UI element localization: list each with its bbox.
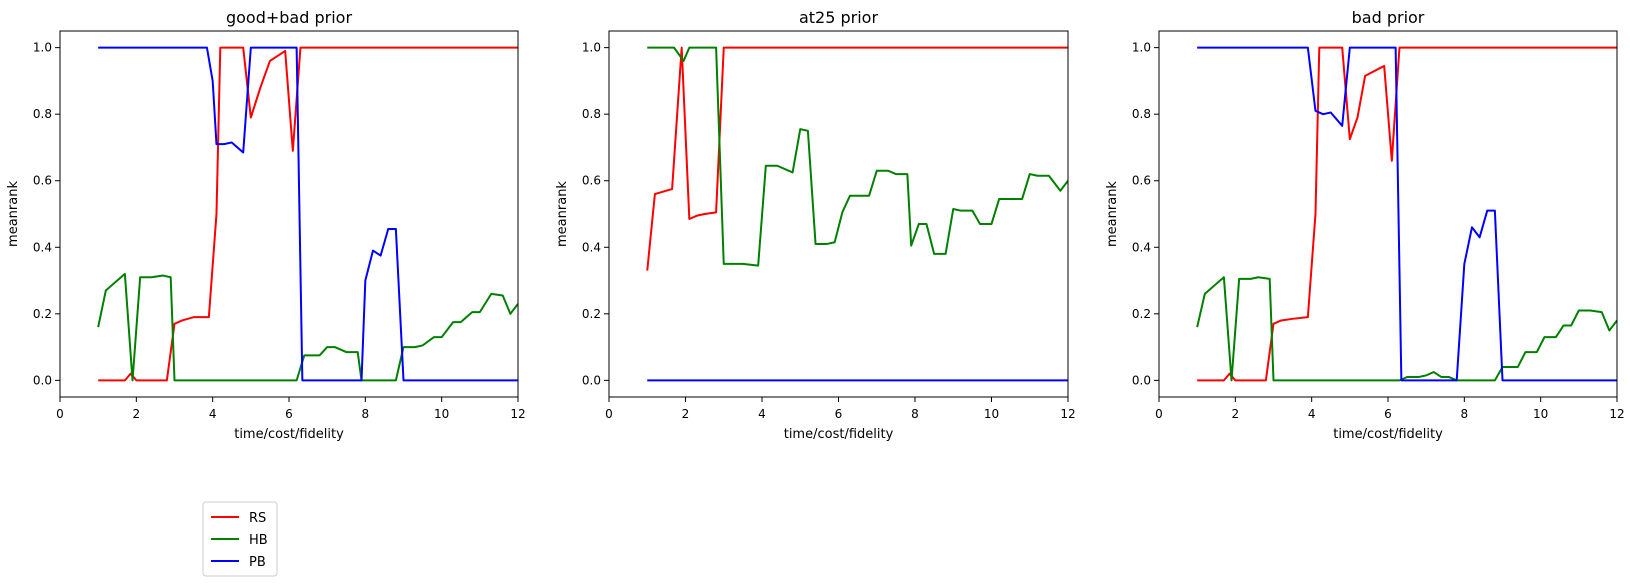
x-tick-label: 6 [1384,407,1392,421]
x-tick-label: 12 [1060,407,1075,421]
chart-title: good+bad prior [226,8,352,27]
y-tick-label: 0.0 [33,373,52,387]
x-tick-label: 12 [510,407,525,421]
series-line-rs [646,46,1068,271]
y-tick-label: 0.6 [1132,174,1151,188]
y-tick-label: 0.2 [33,307,52,321]
y-tick-label: 1.0 [1132,41,1151,55]
x-tick-label: 4 [209,407,217,421]
x-tick-label: 4 [1308,407,1316,421]
x-tick-label: 0 [1155,407,1163,421]
plot-frame [59,30,519,398]
x-tick-label: 2 [682,407,690,421]
x-tick-label: 6 [285,407,293,421]
x-tick-label: 2 [133,407,141,421]
chart-panel-1: 0 2 4 6 8 10 12 0.0 0.2 0.4 0.6 0.8 1.0 good+bad prio… [6,8,526,442]
y-tick-label: 0.2 [582,307,601,321]
plot-frame [608,30,1069,398]
series-line-rs [1197,46,1617,382]
chart-panel-2: 0 2 4 6 8 10 12 0.0 0.2 0.4 0.6 0.8 1.0 at25 prior tim… [555,8,1076,442]
x-tick-label: 10 [984,407,999,421]
x-tick-label: 8 [1461,407,1469,421]
y-tick-label: 0.4 [582,240,601,254]
y-tick-label: 0.0 [1132,373,1151,387]
x-tick-label: 2 [1232,407,1240,421]
legend-label-pb: PB [249,555,266,570]
x-tick-label: 0 [56,407,64,421]
series-line-rs [98,46,518,382]
chart-title: at25 prior [799,8,878,27]
legend-label-hb: HB [249,533,268,548]
y-tick-label: 0.6 [582,174,601,188]
x-tick-label: 10 [1533,407,1548,421]
x-tick-label: 4 [758,407,766,421]
series-line-hb [647,46,1068,267]
x-tick-label: 10 [434,407,449,421]
y-tick-label: 0.8 [1132,107,1151,121]
y-tick-label: 1.0 [582,41,601,55]
series-line-pb [1197,46,1617,382]
chart-title: bad prior [1352,8,1425,27]
x-tick-label: 6 [835,407,843,421]
chart-panel-3: 0 2 4 6 8 10 12 0.0 0.2 0.4 0.6 0.8 1.0 bad prior time… [1105,8,1625,442]
x-axis-label: time/cost/fidelity [234,427,344,442]
legend-label-rs: RS [249,511,266,526]
y-tick-label: 0.4 [1132,240,1151,254]
x-tick-label: 12 [1609,407,1624,421]
y-tick-label: 0.8 [33,107,52,121]
legend-box [202,501,278,577]
x-tick-label: 8 [362,407,370,421]
x-axis-label: time/cost/fidelity [1333,427,1443,442]
y-axis-label: meanrank [6,181,21,247]
y-axis-label: meanrank [1105,181,1120,247]
y-tick-label: 1.0 [33,41,52,55]
series-line-hb [97,272,518,382]
x-tick-label: 8 [911,407,919,421]
y-tick-label: 0.0 [582,373,601,387]
y-axis-label: meanrank [555,181,570,247]
y-tick-label: 0.4 [33,240,52,254]
y-tick-label: 0.6 [33,174,52,188]
x-axis-label: time/cost/fidelity [784,427,894,442]
series-line-hb [1196,276,1617,382]
y-tick-label: 0.8 [582,107,601,121]
x-tick-label: 0 [605,407,613,421]
y-tick-label: 0.2 [1132,307,1151,321]
legend: RS HB PB [202,501,278,577]
series-line-pb [98,46,518,382]
